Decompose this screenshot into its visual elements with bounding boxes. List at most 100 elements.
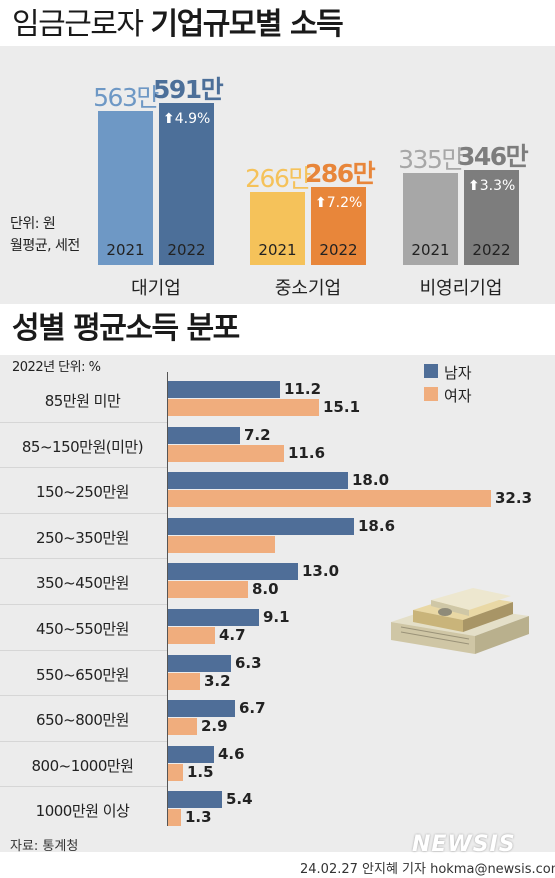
hbar-value-label: 18.6 (358, 516, 396, 535)
row-divider (0, 604, 167, 605)
bar-value-label: 563만 (93, 83, 159, 113)
bar-value-label: 591만 (153, 75, 224, 105)
hbar-value-label: 4.6 (218, 744, 245, 763)
row-category-label: 85~150만원(미만) (21, 437, 144, 456)
hbar-value-label: 7.2 (244, 425, 271, 444)
credit-line: 24.02.27 안지혜 기자 hokma@newsis.com (300, 862, 555, 877)
hbar-value-label: 4.7 (219, 626, 246, 644)
hbar-여자-9 (168, 809, 181, 827)
row-divider (0, 421, 167, 423)
legend-label: 남자 (444, 364, 472, 382)
hbar-value-label: 15.1 (323, 398, 361, 416)
newsis-watermark: NEWSIS (412, 832, 516, 857)
bar-year-label: 2021 (411, 241, 450, 259)
up-arrow-icon: ⬆ (468, 178, 480, 195)
row-category-label: 350~450만원 (36, 574, 129, 593)
row-divider (0, 786, 167, 788)
row-category-label: 150~250만원 (36, 483, 129, 502)
change-label: ⬆3.3% (468, 178, 515, 194)
top-chart-title: 임금근로자 기업규모별 소득 (12, 7, 344, 42)
row-category-label: 450~550만원 (36, 620, 129, 638)
row-divider (0, 558, 167, 560)
bar-2021-1 (250, 192, 305, 265)
bar-2022-0 (159, 103, 214, 265)
hbar-여자-5 (168, 627, 215, 644)
bar-year-label: 2022 (167, 241, 206, 259)
title2-text: 성별 평균소득 분포 (12, 311, 240, 346)
hbar-남자-9 (168, 791, 222, 809)
category-label: 대기업 (131, 278, 181, 299)
hbar-value-label: 1.5 (187, 762, 214, 781)
change-value: 3.3% (479, 178, 516, 195)
row-category-label: 800~1000만원 (31, 756, 134, 775)
row-divider (0, 649, 167, 651)
hbar-value-label: 18.0 (352, 471, 390, 490)
change-value: 7.2% (326, 194, 363, 211)
bar-value-label: 335만 (398, 145, 464, 175)
hbar-남자-6 (168, 654, 231, 672)
hbar-남자-7 (168, 700, 235, 718)
hbar-value-label: 3.2 (204, 671, 231, 690)
hbar-value-label: 11.2 (284, 380, 322, 398)
hbar-여자-1 (168, 444, 284, 462)
bar-year-label: 2021 (106, 241, 145, 259)
row-category-label: 650~800만원 (36, 711, 129, 730)
hbar-여자-0 (168, 399, 319, 416)
change-value: 4.9% (174, 111, 211, 128)
hbar-여자-4 (168, 581, 248, 599)
hbar-value-label: 6.7 (239, 699, 266, 718)
source-note: 자료: 통계청 (10, 839, 79, 854)
change-label: ⬆7.2% (315, 195, 362, 211)
row-category-label: 1000만원 이상 (35, 802, 130, 821)
hbar-value-label: 9.1 (263, 608, 290, 626)
bar-year-label: 2021 (258, 241, 297, 259)
hbar-value-label: 32.3 (495, 489, 533, 508)
hbar-남자-0 (168, 381, 280, 398)
hbar-value-label: 5.4 (226, 790, 253, 809)
category-label: 비영리기업 (419, 278, 503, 299)
row-divider (0, 512, 167, 514)
hbar-value-label: 2.9 (201, 717, 228, 736)
hbar-value-label: 13.0 (302, 562, 340, 581)
hbar-남자-3 (168, 517, 354, 535)
title-light: 임금근로자 (12, 7, 144, 42)
y-axis-line (167, 372, 168, 826)
bar-year-label: 2022 (319, 241, 358, 259)
money-stack-illustration (391, 588, 529, 654)
row-divider (0, 467, 167, 469)
row-divider (0, 695, 167, 697)
hbar-value-label: 11.6 (288, 443, 326, 462)
bar-value-label: 286만 (305, 158, 376, 188)
change-label: ⬆4.9% (163, 111, 210, 127)
bottom-chart-title: 성별 평균소득 분포 (12, 311, 240, 346)
row-divider (0, 740, 167, 742)
hbar-남자-2 (168, 472, 348, 490)
row-category-label: 550~650만원 (36, 665, 129, 684)
hbar-남자-4 (168, 563, 298, 581)
bottom-unit-note: 2022년 단위: % (12, 360, 101, 375)
title-bold: 기업규모별 소득 (150, 7, 344, 42)
bar-2022-2 (464, 170, 519, 265)
top-unit-note-1: 단위: 원 (10, 216, 56, 232)
hbar-여자-7 (168, 718, 197, 736)
bar-value-label: 266만 (245, 164, 311, 194)
hbar-value-label: 1.3 (185, 808, 212, 827)
legend-swatch (424, 364, 438, 378)
hbar-value-label: 8.0 (252, 580, 279, 599)
hbar-남자-8 (168, 745, 214, 763)
legend-swatch (424, 387, 438, 401)
bar-2021-2 (403, 173, 458, 265)
hbar-여자-8 (168, 763, 183, 781)
bar-value-label: 346만 (458, 142, 529, 172)
hbar-남자-1 (168, 426, 240, 444)
category-label: 중소기업 (274, 278, 342, 299)
bar-2021-0 (98, 111, 153, 265)
up-arrow-icon: ⬆ (163, 111, 175, 128)
legend-label: 여자 (444, 387, 472, 405)
top-unit-note-2: 월평균, 세전 (10, 238, 80, 254)
hbar-여자-2 (168, 490, 491, 508)
row-category-label: 85만원 미만 (44, 392, 121, 410)
hbar-남자-5 (168, 609, 259, 626)
hbar-value-label: 6.3 (235, 653, 262, 672)
hbar-여자-3 (168, 535, 275, 553)
